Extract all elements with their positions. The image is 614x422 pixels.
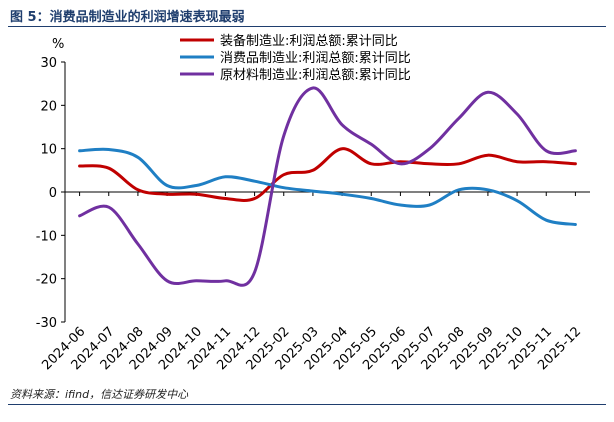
legend-label: 装备制造业:利润总额:累计同比 [220,33,398,49]
series-layer [78,86,577,287]
y-tick-label: 0 [49,186,57,201]
y-tick-label: 10 [40,143,57,158]
source-note: 资料来源：ifind，信达证券研发中心 [10,388,189,401]
y-tick-label: -10 [36,229,57,244]
figure-title: 图 5：消费品制造业的利润增速表现最弱 [10,10,245,25]
y-tick-label: -20 [36,273,57,288]
legend-label: 消费品制造业:利润总额:累计同比 [220,51,411,66]
y-tick-label: -30 [36,316,57,331]
chart-legend: 装备制造业:利润总额:累计同比消费品制造业:利润总额:累计同比原材料制造业:利润… [180,33,411,83]
bottom-divider [8,404,606,405]
y-tick-label: 20 [40,99,57,114]
series-line-2 [78,147,577,226]
series-line-3 [78,86,577,287]
y-axis-unit: % [52,37,64,52]
y-tick-label: 30 [40,56,57,71]
legend-label: 原材料制造业:利润总额:累计同比 [220,68,411,83]
series-line-1 [78,147,577,202]
title-divider [8,26,606,27]
